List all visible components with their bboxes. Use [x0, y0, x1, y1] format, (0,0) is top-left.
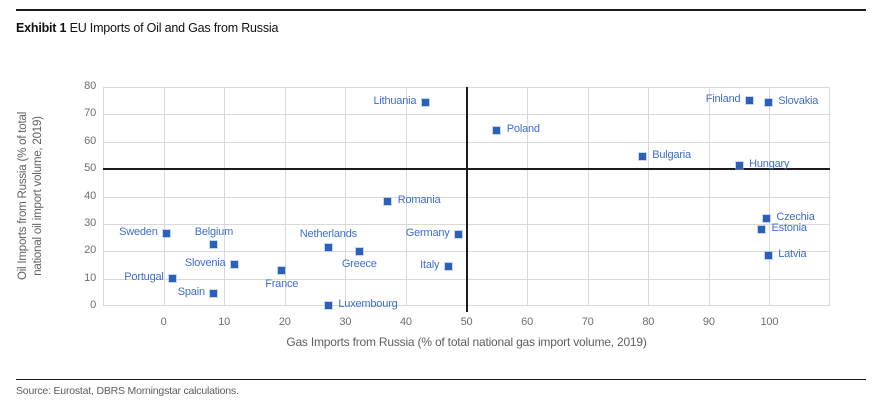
data-point-marker	[764, 251, 772, 259]
data-point-label: Lithuania	[373, 94, 417, 107]
data-point-marker	[210, 241, 218, 249]
y-axis-title-line2: national oil import volume, 2019)	[32, 116, 44, 276]
data-point-marker	[163, 229, 171, 237]
y-tick-label: 30	[84, 216, 96, 229]
y-tick-label: 50	[84, 162, 96, 175]
y-axis-title-line1: Oil Imports from Russia (% of total	[17, 111, 29, 281]
x-tick-label: 40	[399, 316, 412, 328]
data-point-marker	[493, 127, 501, 135]
x-tick-label: 100	[760, 316, 779, 328]
data-point-marker	[169, 275, 177, 283]
data-point-label: France	[265, 277, 299, 290]
data-point-label: Romania	[397, 194, 441, 207]
data-point-label: Slovenia	[184, 257, 226, 270]
data-point-marker	[384, 198, 392, 206]
exhibit-title: Exhibit 1 EU Imports of Oil and Gas from…	[16, 21, 278, 35]
reference-line-gas-50pct	[465, 87, 468, 312]
y-tick-label: 80	[84, 80, 96, 92]
data-point-label: Poland	[506, 123, 540, 136]
data-point-label: Bulgaria	[652, 149, 691, 162]
data-point-label: Netherlands	[299, 228, 357, 241]
y-tick-label: 70	[84, 107, 96, 120]
x-tick-label: 90	[702, 316, 715, 328]
data-point-label: Czechia	[776, 210, 815, 223]
data-point-marker	[210, 290, 218, 298]
x-tick-label: 70	[581, 316, 594, 328]
y-tick-label: 10	[84, 271, 96, 284]
y-tick-label: 0	[90, 299, 96, 311]
data-point-label: Belgium	[194, 225, 234, 238]
x-tick-label: 30	[339, 316, 352, 328]
x-axis-title: Gas Imports from Russia (% of total nati…	[286, 335, 647, 349]
x-tick-label: 20	[278, 316, 291, 328]
y-axis-title: Oil Imports from Russia (% of total nati…	[16, 112, 46, 280]
x-tick-label: 10	[218, 316, 231, 328]
y-tick-label: 60	[84, 134, 96, 147]
data-point-marker	[735, 162, 743, 170]
exhibit-title-number: Exhibit 1	[16, 21, 67, 35]
data-point-label: Hungary	[749, 158, 790, 171]
data-point-label: Latvia	[778, 247, 807, 260]
data-point-marker	[762, 214, 770, 222]
data-point-marker	[745, 97, 753, 105]
data-point-marker	[455, 231, 463, 239]
data-point-marker	[324, 301, 332, 309]
data-point-marker	[230, 261, 238, 269]
data-point-label: Finland	[705, 93, 741, 106]
x-tick-label: 0	[160, 316, 167, 328]
data-point-label: Germany	[405, 227, 450, 240]
data-point-marker	[278, 267, 286, 275]
data-point-label: Greece	[341, 258, 377, 271]
data-point-marker	[764, 99, 772, 107]
x-tick-label: 60	[521, 316, 533, 328]
top-rule	[16, 9, 866, 11]
data-point-marker	[355, 247, 363, 255]
source-note: Source: Eurostat, DBRS Morningstar calcu…	[16, 385, 239, 397]
data-point-label: Estonia	[771, 221, 807, 234]
data-point-label: Slovakia	[778, 95, 819, 108]
data-point-label: Spain	[177, 286, 205, 299]
data-point-marker	[444, 262, 452, 270]
exhibit-title-text: EU Imports of Oil and Gas from Russia	[66, 21, 279, 35]
x-tick-label: 80	[642, 316, 655, 328]
bottom-rule	[16, 379, 866, 380]
data-point-marker	[324, 243, 332, 251]
data-point-marker	[421, 98, 429, 106]
data-point-label: Portugal	[124, 271, 164, 284]
data-point-marker	[638, 153, 646, 161]
data-point-label: Luxembourg	[338, 297, 398, 310]
x-tick-label: 50	[460, 316, 473, 328]
data-point-label: Italy	[420, 258, 440, 271]
y-tick-label: 40	[84, 189, 96, 202]
data-point-marker	[758, 225, 766, 233]
plot-area: Sweden Portugal Belgium Spain Slovenia France…	[103, 87, 830, 312]
data-point-label: Sweden	[119, 225, 158, 238]
y-tick-label: 20	[84, 244, 96, 257]
